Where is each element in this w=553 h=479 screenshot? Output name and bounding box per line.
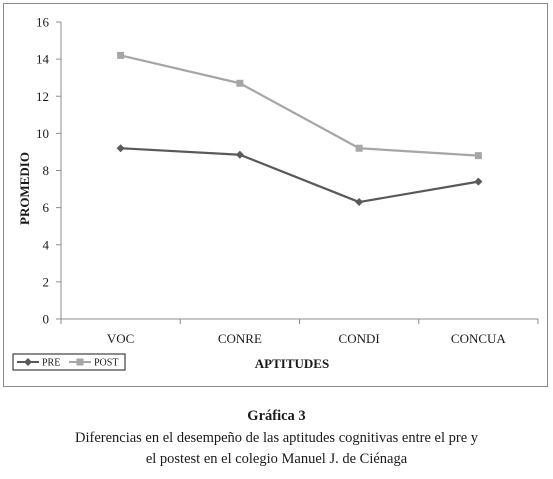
x-tick-label: CONDI (339, 331, 380, 346)
line-chart: 0 2 4 6 8 10 12 14 16 VOC CONRE CONDI CONCUA PROMED… (12, 15, 539, 371)
y-tick-label: 8 (43, 163, 50, 178)
legend-item-post: POST (69, 358, 118, 369)
y-tick-label: 16 (36, 15, 50, 30)
chart-legend: PRE POST (12, 353, 126, 371)
series-line-pre (120, 147, 479, 204)
chart-frame: 0 2 4 6 8 10 12 14 16 VOC CONRE CONDI CONCUA PROMED… (3, 3, 548, 387)
x-axis-title: APTITUDES (255, 356, 329, 371)
x-tick-label: CONCUA (451, 331, 507, 346)
caption-line-1: Diferencias en el desempeño de las aptit… (74, 430, 479, 446)
caption-title: Gráfica 3 (247, 408, 306, 424)
y-tick-label: 6 (43, 200, 50, 215)
legend-marker (24, 358, 32, 366)
legend-marker (76, 358, 84, 366)
y-tick-label: 12 (36, 89, 49, 104)
data-point-pre (474, 177, 483, 186)
data-point-post (355, 144, 363, 152)
y-tick-label: 0 (43, 312, 50, 327)
series-pre (116, 144, 483, 207)
y-tick-label: 2 (43, 274, 50, 289)
y-tick-label: 10 (36, 126, 49, 141)
figure-caption: Gráfica 3 Diferencias en el desempeño de… (0, 407, 553, 470)
legend-label: PRE (42, 358, 60, 369)
caption-text: Diferencias en el desempeño de las aptit… (0, 428, 553, 470)
data-point-post (236, 79, 244, 87)
chart-axes (60, 22, 538, 320)
data-point-pre (235, 150, 244, 159)
series-line-post (120, 54, 479, 157)
chart-series (116, 51, 483, 207)
legend-item-pre: PRE (17, 358, 60, 369)
x-axis-ticks: VOC CONRE CONDI CONCUA (60, 319, 539, 346)
x-tick-label: CONRE (218, 331, 262, 346)
caption-line-2: el postest en el colegio Manuel J. de Ci… (145, 451, 408, 467)
y-axis-title: PROMEDIO (17, 152, 32, 225)
data-point-pre (116, 144, 125, 153)
data-point-post (117, 51, 125, 59)
y-tick-label: 14 (36, 52, 50, 67)
series-post (117, 51, 482, 160)
legend-label: POST (94, 358, 118, 369)
y-axis-ticks: 0 2 4 6 8 10 12 14 16 (36, 15, 61, 327)
x-tick-label: VOC (107, 331, 134, 346)
data-point-post (474, 152, 482, 160)
data-point-pre (355, 198, 364, 207)
y-tick-label: 4 (43, 237, 50, 252)
